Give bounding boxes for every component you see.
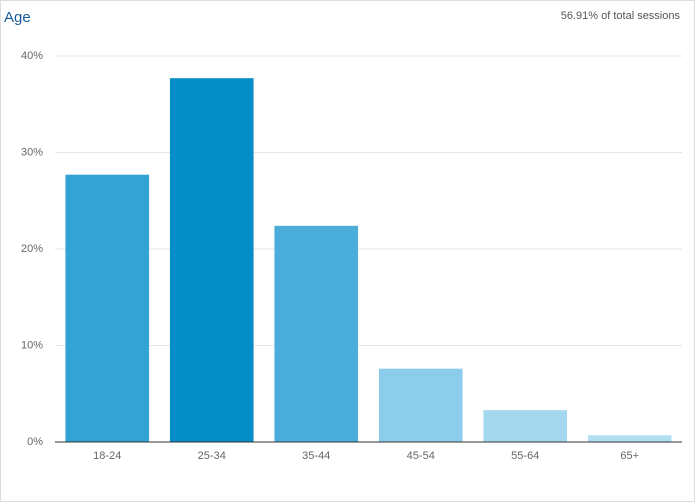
bar [378,368,463,442]
chart-subtitle: 56.91% of total sessions [561,10,681,22]
bar [483,410,568,442]
bar [65,174,150,442]
y-tick-label: 0% [27,436,43,448]
bar [274,225,359,442]
x-tick-label: 18-24 [93,450,121,462]
x-tick-label: 25-34 [198,450,226,462]
x-tick-label: 45-54 [407,450,435,462]
bar [169,78,254,442]
y-tick-label: 40% [21,50,43,62]
y-tick-label: 10% [21,339,43,351]
x-tick-label: 35-44 [302,450,330,462]
y-tick-label: 30% [21,146,43,158]
x-tick-label: 55-64 [511,450,539,462]
bar [587,435,672,442]
x-tick-label: 65+ [620,450,639,462]
chart-title: Age [4,9,31,26]
y-tick-label: 20% [21,243,43,255]
